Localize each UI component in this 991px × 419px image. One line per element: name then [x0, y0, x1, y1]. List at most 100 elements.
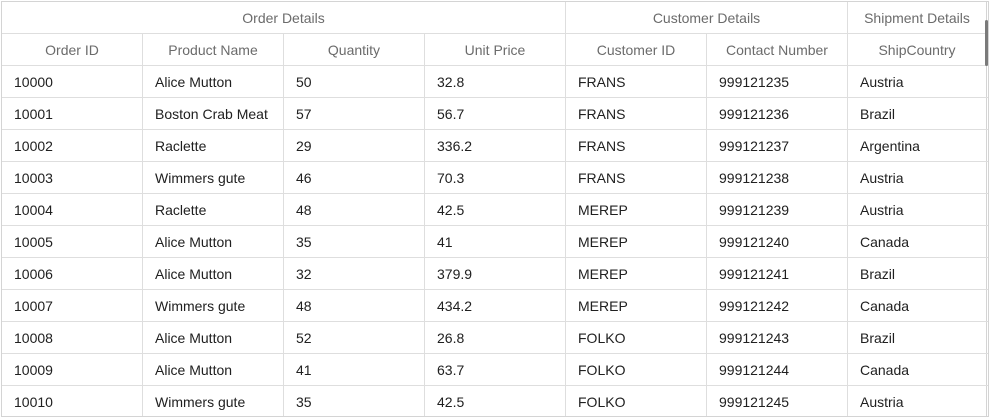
cell-order-id[interactable]: 10003: [2, 162, 143, 193]
cell-quantity[interactable]: 29: [284, 130, 425, 161]
vertical-scrollbar-thumb[interactable]: [985, 20, 988, 66]
cell-quantity[interactable]: 48: [284, 290, 425, 321]
cell-contact-number[interactable]: 999121238: [707, 162, 848, 193]
cell-quantity[interactable]: 57: [284, 98, 425, 129]
cell-ship-country[interactable]: Canada: [848, 354, 987, 385]
cell-product-name[interactable]: Alice Mutton: [143, 258, 284, 289]
cell-quantity[interactable]: 50: [284, 66, 425, 97]
column-header-quantity[interactable]: Quantity: [284, 34, 425, 65]
cell-quantity[interactable]: 48: [284, 194, 425, 225]
cell-product-name[interactable]: Alice Mutton: [143, 354, 284, 385]
cell-unit-price[interactable]: 56.7: [425, 98, 566, 129]
cell-contact-number[interactable]: 999121239: [707, 194, 848, 225]
cell-quantity[interactable]: 41: [284, 354, 425, 385]
cell-order-id[interactable]: 10001: [2, 98, 143, 129]
stacked-header-row: Order Details Customer Details Shipment …: [2, 2, 988, 34]
cell-product-name[interactable]: Alice Mutton: [143, 66, 284, 97]
cell-unit-price[interactable]: 63.7: [425, 354, 566, 385]
cell-unit-price[interactable]: 26.8: [425, 322, 566, 353]
column-header-ship-country[interactable]: ShipCountry: [848, 34, 987, 65]
table-row[interactable]: 10004 Raclette 48 42.5 MEREP 999121239 A…: [2, 194, 988, 226]
column-header-product-name[interactable]: Product Name: [143, 34, 284, 65]
cell-order-id[interactable]: 10000: [2, 66, 143, 97]
cell-contact-number[interactable]: 999121235: [707, 66, 848, 97]
cell-contact-number[interactable]: 999121241: [707, 258, 848, 289]
cell-unit-price[interactable]: 70.3: [425, 162, 566, 193]
cell-contact-number[interactable]: 999121244: [707, 354, 848, 385]
column-header-unit-price[interactable]: Unit Price: [425, 34, 566, 65]
table-row[interactable]: 10001 Boston Crab Meat 57 56.7 FRANS 999…: [2, 98, 988, 130]
cell-quantity[interactable]: 52: [284, 322, 425, 353]
cell-ship-country[interactable]: Canada: [848, 290, 987, 321]
cell-customer-id[interactable]: FRANS: [566, 66, 707, 97]
cell-customer-id[interactable]: FRANS: [566, 98, 707, 129]
cell-ship-country[interactable]: Canada: [848, 226, 987, 257]
cell-unit-price[interactable]: 41: [425, 226, 566, 257]
cell-product-name[interactable]: Alice Mutton: [143, 322, 284, 353]
column-header-customer-id[interactable]: Customer ID: [566, 34, 707, 65]
cell-product-name[interactable]: Alice Mutton: [143, 226, 284, 257]
cell-ship-country[interactable]: Brazil: [848, 322, 987, 353]
cell-unit-price[interactable]: 32.8: [425, 66, 566, 97]
cell-product-name[interactable]: Wimmers gute: [143, 290, 284, 321]
cell-order-id[interactable]: 10007: [2, 290, 143, 321]
cell-contact-number[interactable]: 999121240: [707, 226, 848, 257]
table-row[interactable]: 10008 Alice Mutton 52 26.8 FOLKO 9991212…: [2, 322, 988, 354]
cell-unit-price[interactable]: 42.5: [425, 194, 566, 225]
cell-customer-id[interactable]: MEREP: [566, 290, 707, 321]
table-row[interactable]: 10000 Alice Mutton 50 32.8 FRANS 9991212…: [2, 66, 988, 98]
cell-order-id[interactable]: 10006: [2, 258, 143, 289]
cell-quantity[interactable]: 32: [284, 258, 425, 289]
stacked-header-order-details: Order Details: [2, 2, 566, 33]
cell-ship-country[interactable]: Austria: [848, 194, 987, 225]
cell-ship-country[interactable]: Brazil: [848, 98, 987, 129]
cell-ship-country[interactable]: Brazil: [848, 258, 987, 289]
table-row[interactable]: 10009 Alice Mutton 41 63.7 FOLKO 9991212…: [2, 354, 988, 386]
cell-customer-id[interactable]: FOLKO: [566, 386, 707, 416]
cell-customer-id[interactable]: FOLKO: [566, 322, 707, 353]
cell-product-name[interactable]: Raclette: [143, 194, 284, 225]
cell-order-id[interactable]: 10008: [2, 322, 143, 353]
grid-body: 10000 Alice Mutton 50 32.8 FRANS 9991212…: [2, 66, 988, 416]
cell-product-name[interactable]: Wimmers gute: [143, 162, 284, 193]
cell-unit-price[interactable]: 434.2: [425, 290, 566, 321]
cell-product-name[interactable]: Raclette: [143, 130, 284, 161]
cell-contact-number[interactable]: 999121242: [707, 290, 848, 321]
column-header-order-id[interactable]: Order ID: [2, 34, 143, 65]
cell-quantity[interactable]: 46: [284, 162, 425, 193]
cell-order-id[interactable]: 10004: [2, 194, 143, 225]
cell-ship-country[interactable]: Argentina: [848, 130, 987, 161]
cell-customer-id[interactable]: MEREP: [566, 194, 707, 225]
cell-product-name[interactable]: Wimmers gute: [143, 386, 284, 416]
table-row[interactable]: 10005 Alice Mutton 35 41 MEREP 999121240…: [2, 226, 988, 258]
cell-order-id[interactable]: 10010: [2, 386, 143, 416]
column-header-contact-number[interactable]: Contact Number: [707, 34, 848, 65]
cell-customer-id[interactable]: MEREP: [566, 226, 707, 257]
cell-unit-price[interactable]: 379.9: [425, 258, 566, 289]
cell-ship-country[interactable]: Austria: [848, 66, 987, 97]
table-row[interactable]: 10002 Raclette 29 336.2 FRANS 999121237 …: [2, 130, 988, 162]
stacked-header-customer-details: Customer Details: [566, 2, 848, 33]
cell-unit-price[interactable]: 42.5: [425, 386, 566, 416]
table-row[interactable]: 10003 Wimmers gute 46 70.3 FRANS 9991212…: [2, 162, 988, 194]
cell-order-id[interactable]: 10005: [2, 226, 143, 257]
cell-ship-country[interactable]: Austria: [848, 386, 987, 416]
table-row[interactable]: 10010 Wimmers gute 35 42.5 FOLKO 9991212…: [2, 386, 988, 416]
cell-customer-id[interactable]: MEREP: [566, 258, 707, 289]
cell-contact-number[interactable]: 999121236: [707, 98, 848, 129]
cell-contact-number[interactable]: 999121237: [707, 130, 848, 161]
table-row[interactable]: 10007 Wimmers gute 48 434.2 MEREP 999121…: [2, 290, 988, 322]
cell-quantity[interactable]: 35: [284, 386, 425, 416]
cell-customer-id[interactable]: FOLKO: [566, 354, 707, 385]
cell-contact-number[interactable]: 999121245: [707, 386, 848, 416]
cell-product-name[interactable]: Boston Crab Meat: [143, 98, 284, 129]
cell-order-id[interactable]: 10009: [2, 354, 143, 385]
cell-ship-country[interactable]: Austria: [848, 162, 987, 193]
cell-customer-id[interactable]: FRANS: [566, 130, 707, 161]
table-row[interactable]: 10006 Alice Mutton 32 379.9 MEREP 999121…: [2, 258, 988, 290]
cell-customer-id[interactable]: FRANS: [566, 162, 707, 193]
cell-unit-price[interactable]: 336.2: [425, 130, 566, 161]
cell-contact-number[interactable]: 999121243: [707, 322, 848, 353]
cell-order-id[interactable]: 10002: [2, 130, 143, 161]
cell-quantity[interactable]: 35: [284, 226, 425, 257]
